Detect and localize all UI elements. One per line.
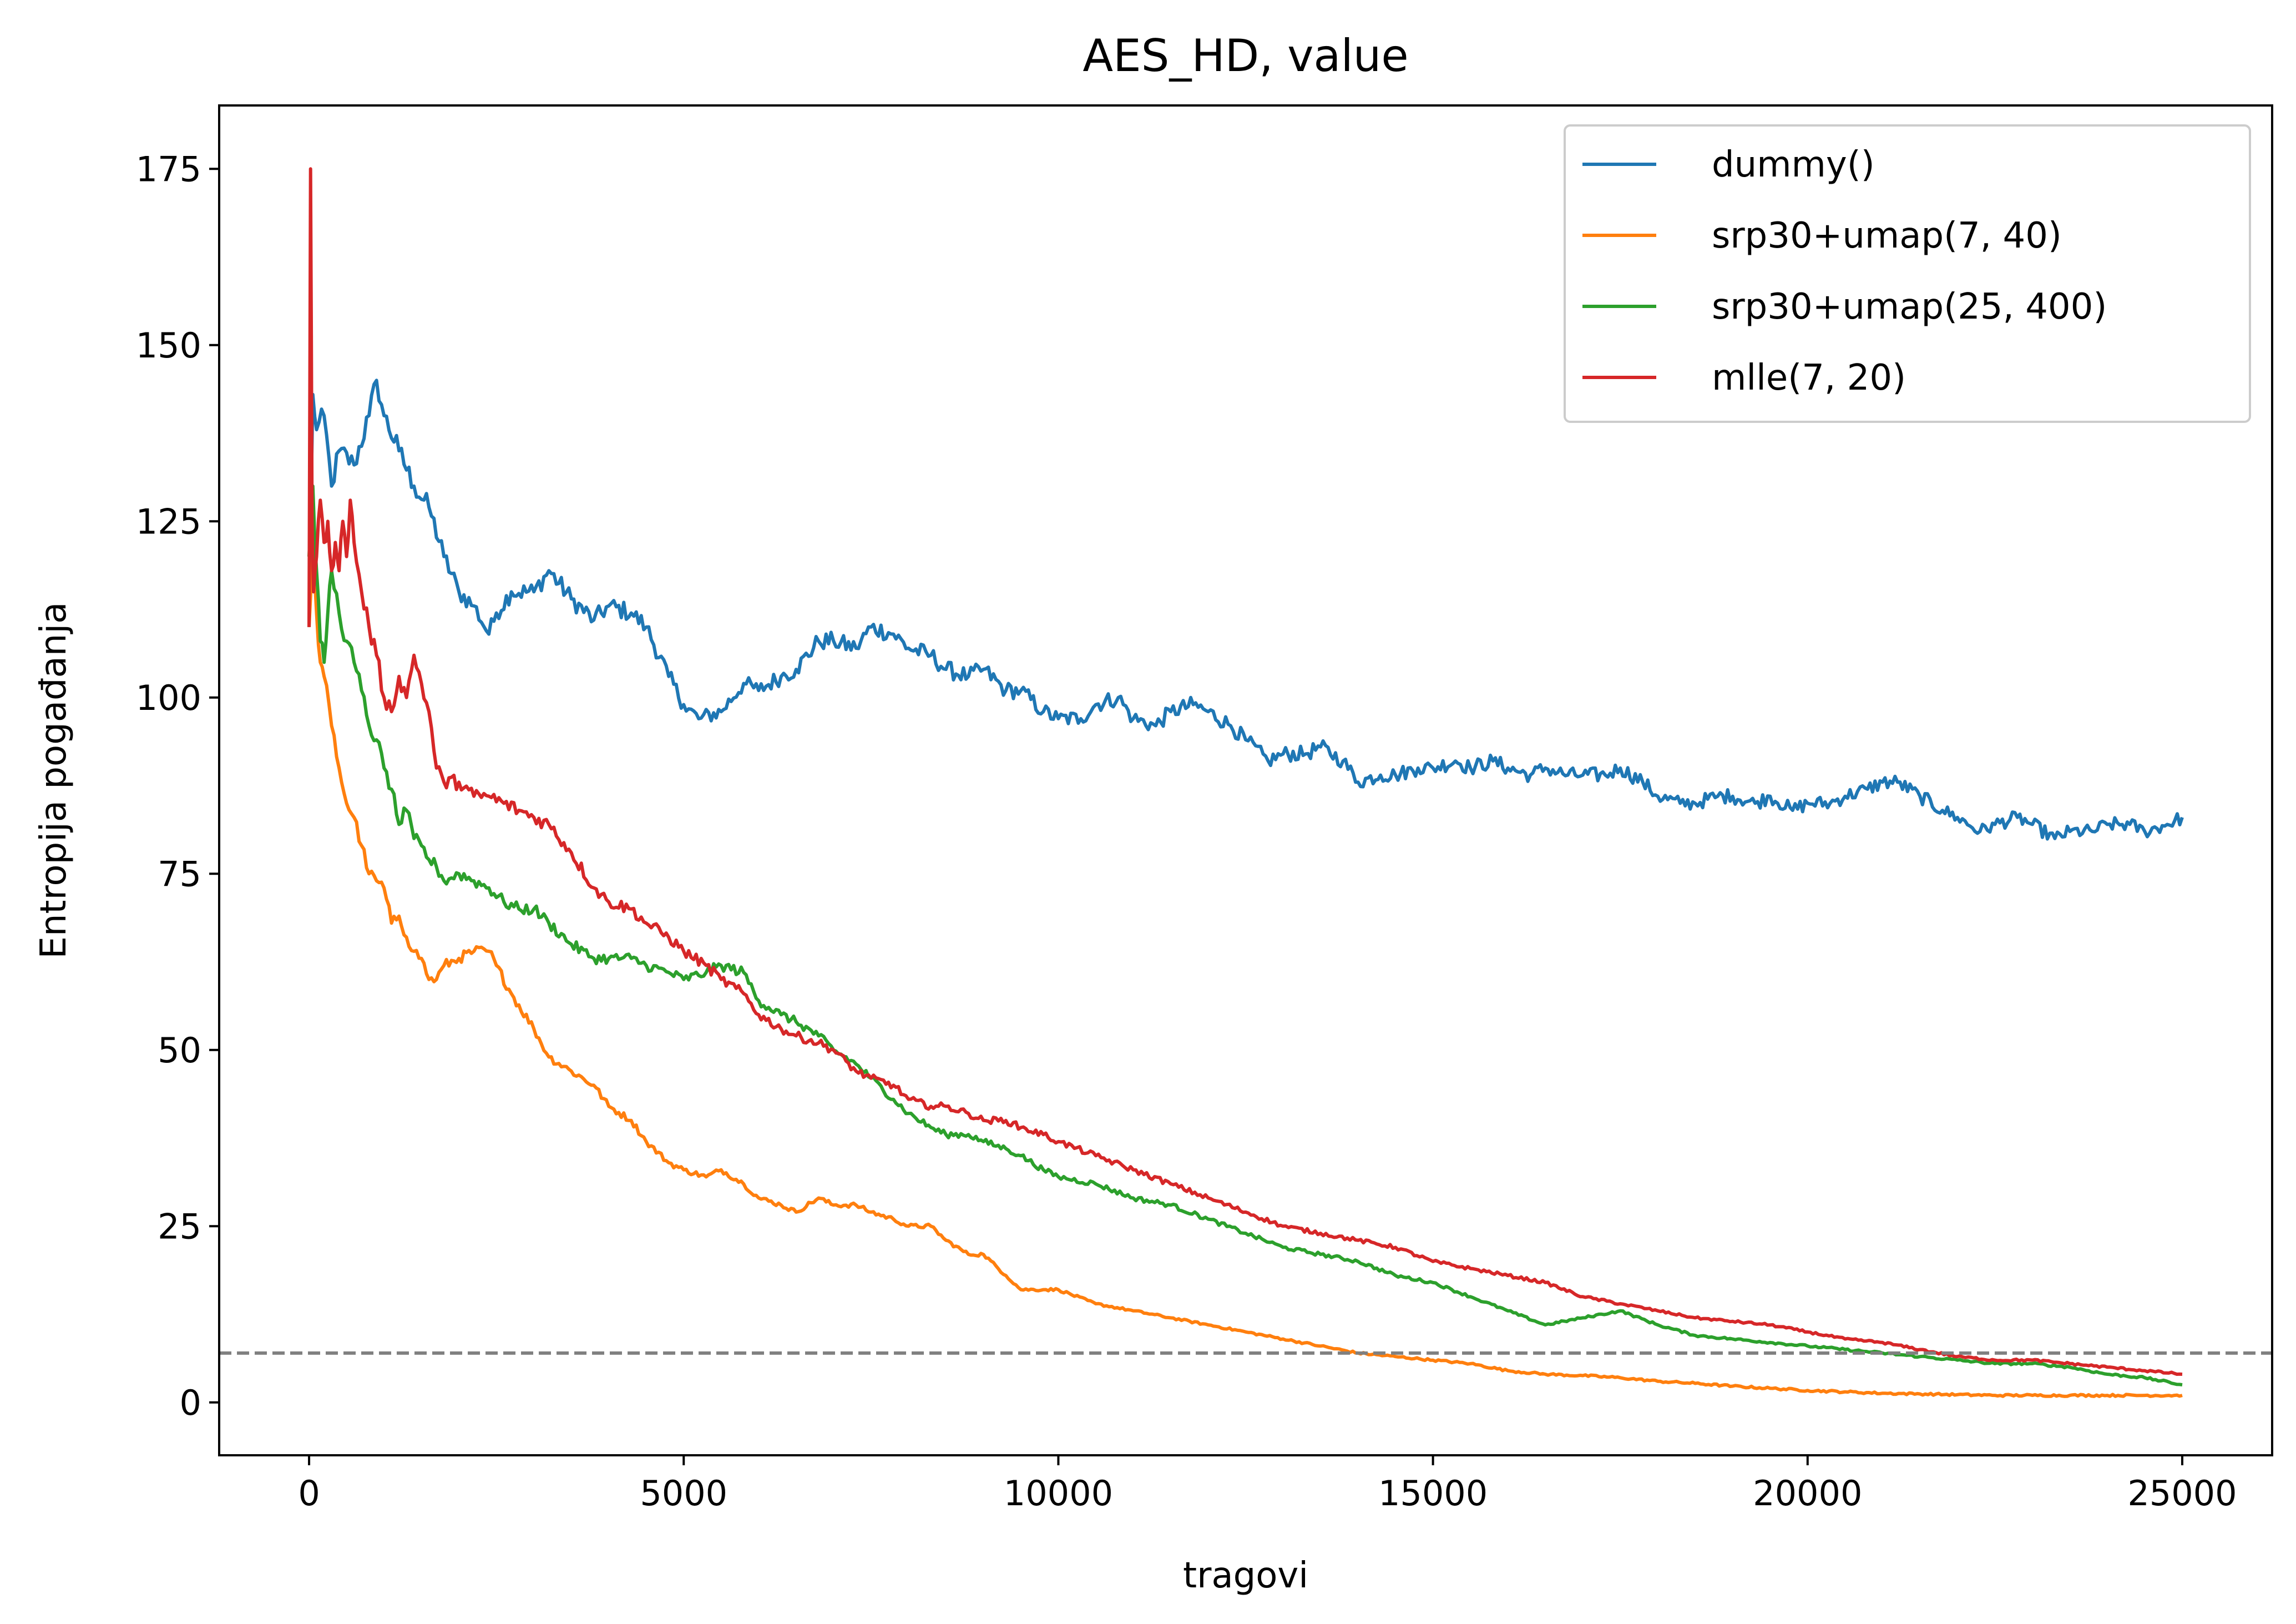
legend: dummy() srp30+umap(7, 40) srp30+umap(25, 4… — [1564, 124, 2251, 423]
plot-content — [219, 167, 2272, 1398]
x-axis: 0 5000 10000 15000 20000 25000 — [298, 1455, 2237, 1514]
y-tick-label: 175 — [136, 149, 201, 189]
y-tick-label: 0 — [180, 1383, 201, 1423]
y-tick-label: 75 — [158, 854, 201, 894]
x-tick-label: 15000 — [1378, 1473, 1488, 1514]
y-tick-label: 50 — [158, 1030, 201, 1071]
x-axis-label: tragovi — [1183, 1555, 1308, 1596]
series-line-2 — [307, 484, 2183, 1386]
series-line-3 — [307, 167, 2183, 1376]
x-tick-label: 25000 — [2127, 1473, 2237, 1514]
legend-label: srp30+umap(7, 40) — [1712, 215, 2062, 256]
x-tick-label: 5000 — [640, 1473, 727, 1514]
y-tick-label: 125 — [136, 501, 201, 542]
y-tick-label: 25 — [158, 1206, 201, 1247]
legend-label: dummy() — [1712, 144, 1875, 185]
legend-label: srp30+umap(25, 400) — [1712, 286, 2107, 327]
plot-frame — [218, 104, 2273, 1456]
legend-label: mlle(7, 20) — [1712, 357, 1906, 399]
legend-box — [1564, 124, 2251, 423]
y-tick-label: 150 — [136, 325, 201, 366]
y-tick-label: 100 — [136, 678, 201, 718]
x-tick-label: 10000 — [1004, 1473, 1113, 1514]
y-axis: 0 25 50 75 100 125 150 175 — [136, 149, 219, 1423]
x-tick-label: 0 — [298, 1473, 320, 1514]
series-line-1 — [307, 554, 2183, 1398]
chart-title: AES_HD, value — [1083, 30, 1408, 82]
x-tick-label: 20000 — [1753, 1473, 1862, 1514]
series-line-0 — [307, 379, 2184, 841]
y-axis-label: Entropija pogađanja — [33, 602, 74, 959]
